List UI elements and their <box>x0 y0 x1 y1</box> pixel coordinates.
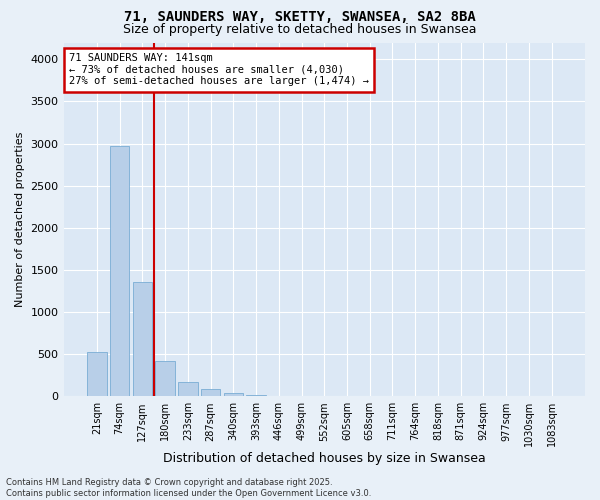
Bar <box>110 146 130 397</box>
Text: 71 SAUNDERS WAY: 141sqm
← 73% of detached houses are smaller (4,030)
27% of semi: 71 SAUNDERS WAY: 141sqm ← 73% of detache… <box>69 53 369 86</box>
Y-axis label: Number of detached properties: Number of detached properties <box>15 132 25 307</box>
Text: 71, SAUNDERS WAY, SKETTY, SWANSEA, SA2 8BA: 71, SAUNDERS WAY, SKETTY, SWANSEA, SA2 8… <box>124 10 476 24</box>
Bar <box>87 352 107 397</box>
Bar <box>155 361 175 396</box>
Bar <box>224 392 243 396</box>
Bar <box>133 282 152 397</box>
Bar <box>247 395 266 396</box>
Bar <box>178 382 197 396</box>
Text: Contains HM Land Registry data © Crown copyright and database right 2025.
Contai: Contains HM Land Registry data © Crown c… <box>6 478 371 498</box>
Bar <box>201 389 220 396</box>
Text: Size of property relative to detached houses in Swansea: Size of property relative to detached ho… <box>123 22 477 36</box>
X-axis label: Distribution of detached houses by size in Swansea: Distribution of detached houses by size … <box>163 452 485 465</box>
